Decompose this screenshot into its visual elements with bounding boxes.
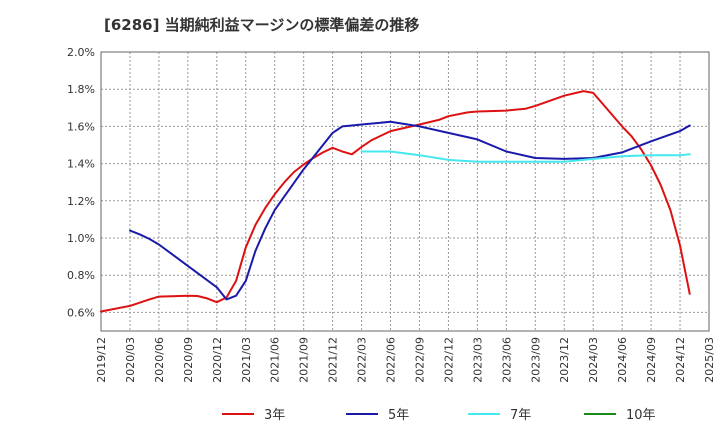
grid bbox=[100, 51, 710, 331]
x-tick-label: 2022/03 bbox=[356, 337, 369, 383]
x-tick-label: 2024/03 bbox=[587, 337, 600, 383]
x-tick-label: 2024/12 bbox=[674, 337, 687, 383]
x-tick-label: 2020/09 bbox=[182, 337, 195, 383]
x-tick-label: 2023/06 bbox=[500, 337, 513, 383]
chart-title: [6286] 当期純利益マージンの標準偏差の推移 bbox=[104, 16, 419, 34]
y-tick-label: 1.4% bbox=[67, 158, 95, 171]
series-lines bbox=[100, 90, 691, 313]
x-axis: 2019/12 2020/03 2020/06 2020/09 2020/12 2021/… bbox=[95, 337, 716, 383]
x-tick-label: 2023/09 bbox=[529, 337, 542, 383]
legend-label-3: 7年 bbox=[510, 408, 531, 423]
x-tick-label: 2023/12 bbox=[558, 337, 571, 383]
x-tick-label: 2022/09 bbox=[413, 337, 426, 383]
y-tick-label: 1.0% bbox=[67, 232, 95, 245]
legend-label-4: 10年 bbox=[626, 408, 656, 423]
y-tick-label: 1.6% bbox=[67, 120, 95, 133]
x-tick-label: 2021/06 bbox=[269, 337, 282, 383]
series-line-2 bbox=[129, 120, 691, 301]
plot-frame bbox=[100, 51, 710, 332]
y-tick-label: 2.0% bbox=[67, 46, 95, 59]
x-tick-label: 2024/09 bbox=[645, 337, 658, 383]
series-line-1 bbox=[100, 90, 691, 313]
x-tick-label: 2024/06 bbox=[616, 337, 629, 383]
y-tick-label: 0.6% bbox=[67, 306, 95, 319]
x-tick-label: 2022/12 bbox=[442, 337, 455, 383]
x-tick-label: 2020/03 bbox=[124, 337, 137, 383]
x-tick-label: 2020/12 bbox=[211, 337, 224, 383]
x-tick-label: 2021/03 bbox=[240, 337, 253, 383]
x-tick-label: 2023/03 bbox=[471, 337, 484, 383]
y-tick-label: 1.8% bbox=[67, 83, 95, 96]
x-tick-label: 2022/06 bbox=[385, 337, 398, 383]
legend-label-1: 3年 bbox=[264, 408, 285, 423]
legend: 3年 5年 7年 10年 bbox=[222, 408, 656, 423]
x-tick-label: 2021/09 bbox=[298, 337, 311, 383]
y-tick-label: 0.8% bbox=[67, 269, 95, 282]
y-tick-label: 1.2% bbox=[67, 195, 95, 208]
series-line-3 bbox=[360, 150, 691, 163]
x-tick-label: 2021/12 bbox=[327, 337, 340, 383]
y-axis: 0.6% 0.8% 1.0% 1.2% 1.4% 1.6% 1.8% 2.0% bbox=[67, 46, 95, 319]
legend-label-2: 5年 bbox=[388, 408, 409, 423]
x-tick-label: 2025/03 bbox=[703, 337, 716, 383]
x-tick-label: 2020/06 bbox=[153, 337, 166, 383]
x-tick-label: 2019/12 bbox=[95, 337, 108, 383]
